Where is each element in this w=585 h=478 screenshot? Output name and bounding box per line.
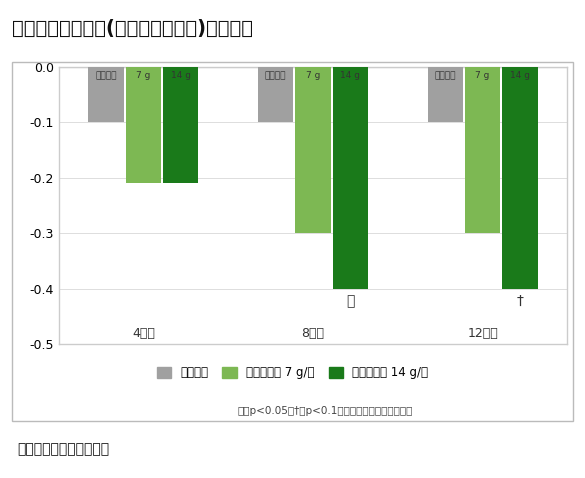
Text: プラセボ: プラセボ [265, 71, 287, 80]
Bar [126, 67, 161, 184]
Bar [295, 67, 331, 233]
Bar [88, 67, 124, 122]
Text: 8週目: 8週目 [301, 327, 325, 340]
Bar [428, 67, 463, 122]
Text: 7 g: 7 g [476, 71, 490, 80]
Text: 14 g: 14 g [510, 71, 530, 80]
Text: †: † [517, 294, 524, 308]
Text: プラセボ: プラセボ [95, 71, 117, 80]
Text: ＃：p<0.05，†：p<0.1　（プラセボ群との比較）: ＃：p<0.05，†：p<0.1 （プラセボ群との比較） [238, 406, 413, 416]
Text: 目や鼻の不快感日誌より: 目や鼻の不快感日誌より [18, 442, 109, 456]
Text: 4週目: 4週目 [132, 327, 155, 340]
Legend: プラセボ, ケール青汁 7 g/日, ケール青汁 14 g/日: プラセボ, ケール青汁 7 g/日, ケール青汁 14 g/日 [157, 366, 428, 380]
Text: プラセボ: プラセボ [435, 71, 456, 80]
Text: 14 g: 14 g [171, 71, 191, 80]
Text: 7 g: 7 g [306, 71, 320, 80]
Text: ＃: ＃ [346, 294, 355, 308]
Text: 【グラフ２】鼻汁(鼻をかんだ回数)の変化量: 【グラフ２】鼻汁(鼻をかんだ回数)の変化量 [12, 19, 253, 38]
Bar [332, 67, 368, 289]
Text: 12週目: 12週目 [467, 327, 498, 340]
Bar [258, 67, 294, 122]
Bar [502, 67, 538, 289]
Bar [163, 67, 198, 184]
Text: 7 g: 7 g [136, 71, 150, 80]
Bar [465, 67, 500, 233]
Text: 14 g: 14 g [340, 71, 360, 80]
